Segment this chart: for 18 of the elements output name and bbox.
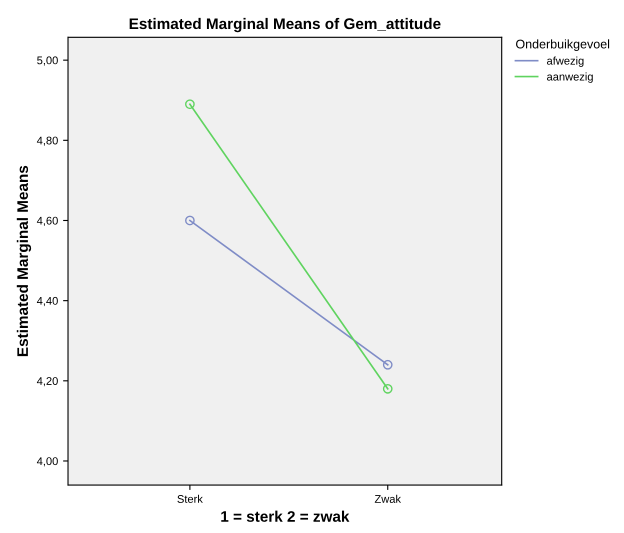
legend-label: aanwezig — [547, 72, 593, 83]
chart-title: Estimated Marginal Means of Gem_attitude — [130, 18, 441, 32]
x-axis-title: 1 = sterk 2 = zwak — [221, 510, 350, 522]
point — [382, 360, 393, 370]
y-tick-label: 4,80 — [36, 136, 58, 146]
x-tick-label: Sterk — [177, 494, 203, 503]
legend-title: Onderbuikgevoel — [516, 39, 610, 51]
x-tick-label: Zwak — [374, 494, 402, 503]
y-axis-title: Estimated Marginal Means — [16, 166, 32, 356]
y-tick-label: 4,60 — [36, 216, 58, 226]
y-tick-label: 5,00 — [37, 56, 58, 66]
point — [382, 384, 393, 394]
y-tick-label: 4,00 — [36, 457, 58, 466]
y-tick-label: 4,40 — [36, 296, 58, 306]
y-tick-label: 4,20 — [36, 377, 58, 386]
point — [185, 216, 195, 226]
legend-label: afwezig — [547, 56, 584, 67]
point — [185, 99, 195, 110]
